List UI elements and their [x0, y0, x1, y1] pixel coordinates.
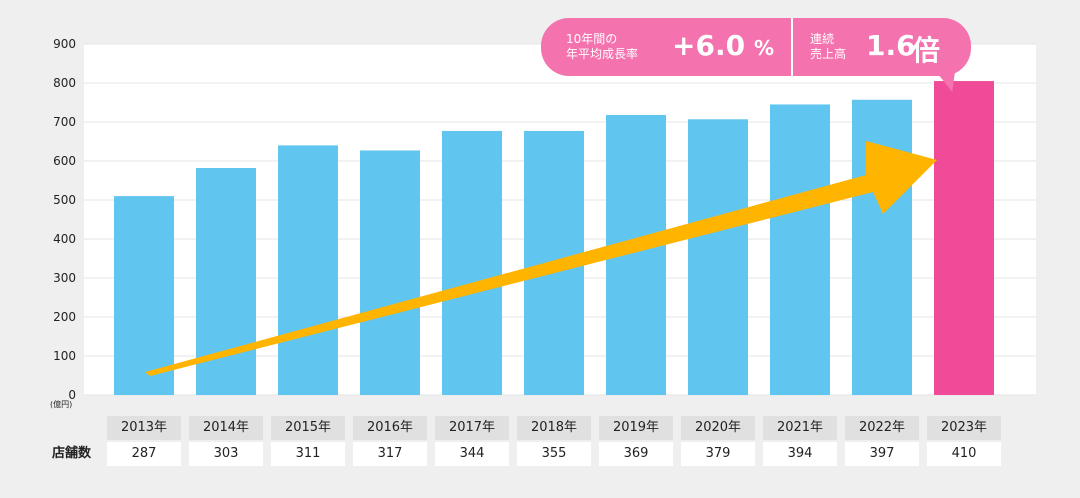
bar [688, 119, 748, 396]
bar [278, 145, 338, 395]
sales-value: 1.6 [866, 29, 916, 62]
year-cell: 2018年 [517, 416, 591, 440]
year-cell: 2017年 [435, 416, 509, 440]
year-cell: 2021年 [763, 416, 837, 440]
growth-label-line1: 10年間の [566, 32, 618, 46]
store-count-cell: 397 [845, 442, 919, 466]
store-count-cell: 303 [189, 442, 263, 466]
y-tick-label: 0 [68, 388, 76, 402]
y-tick-label: 900 [53, 37, 76, 51]
y-tick-label: 500 [53, 193, 76, 207]
growth-arrow [145, 141, 937, 376]
y-tick-label: 700 [53, 115, 76, 129]
growth-unit: % [754, 36, 775, 60]
year-cell: 2014年 [189, 416, 263, 440]
store-count-cell: 369 [599, 442, 673, 466]
bar-highlight [934, 81, 994, 396]
bar [442, 130, 502, 395]
store-count-cell: 311 [271, 442, 345, 466]
y-tick-label: 300 [53, 271, 76, 285]
year-cell: 2020年 [681, 416, 755, 440]
y-unit-label: (億円) [50, 399, 72, 409]
y-tick-label: 100 [53, 349, 76, 363]
y-tick-label: 200 [53, 310, 76, 324]
year-cell: 2023年 [927, 416, 1001, 440]
bar [770, 104, 830, 395]
store-count-cell: 410 [927, 442, 1001, 466]
growth-value: +6.0 [672, 29, 746, 62]
year-cell: 2013年 [107, 416, 181, 440]
year-cell: 2022年 [845, 416, 919, 440]
store-count-cell: 287 [107, 442, 181, 466]
store-count-cell: 317 [353, 442, 427, 466]
y-tick-label: 400 [53, 232, 76, 246]
store-count-label: 店舗数 [52, 446, 92, 461]
bar [852, 99, 912, 396]
sales-label-line1: 連続 [810, 32, 835, 46]
growth-label-line2: 年平均成長率 [566, 47, 639, 61]
callout-divider [791, 18, 793, 76]
bar [360, 150, 420, 395]
year-cell: 2019年 [599, 416, 673, 440]
y-tick-label: 800 [53, 76, 76, 90]
year-cell: 2016年 [353, 416, 427, 440]
store-count-cell: 394 [763, 442, 837, 466]
bar [114, 196, 174, 395]
y-tick-label: 600 [53, 154, 76, 168]
year-cell: 2015年 [271, 416, 345, 440]
store-count-cell: 379 [681, 442, 755, 466]
store-count-cell: 344 [435, 442, 509, 466]
store-count-cell: 355 [517, 442, 591, 466]
sales-unit: 倍 [912, 34, 941, 67]
sales-label-line2: 売上高 [810, 47, 847, 61]
callout-bubble [541, 18, 971, 76]
